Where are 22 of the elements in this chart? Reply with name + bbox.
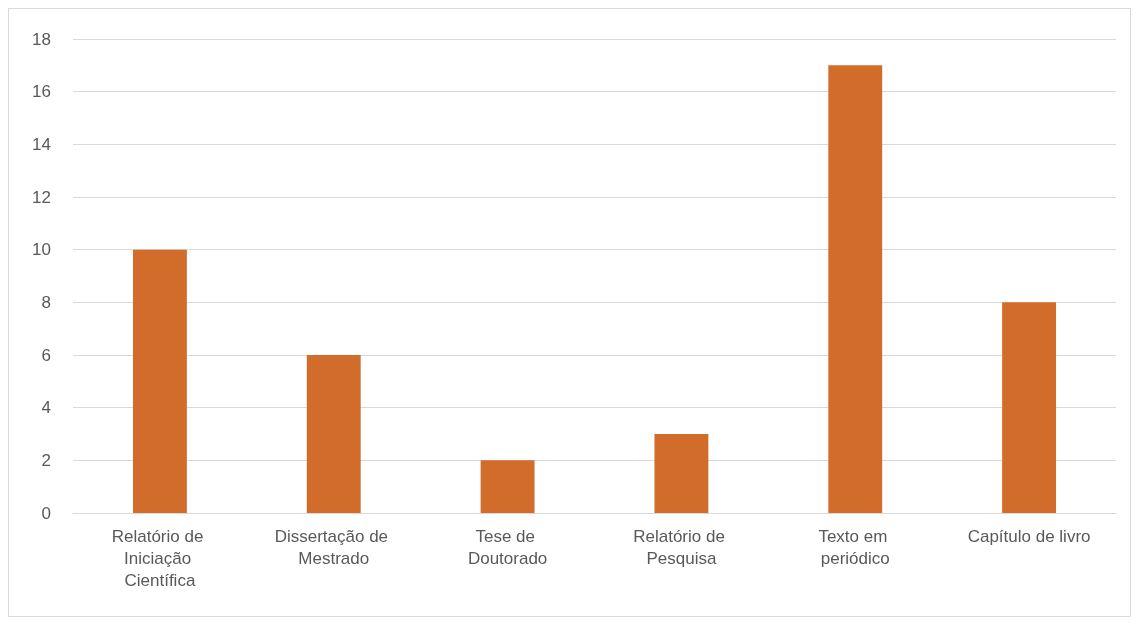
x-tick-label: Relatório de Iniciação Científica [111, 526, 209, 590]
bar [654, 434, 709, 513]
y-tick-label: 10 [32, 240, 51, 260]
x-tick-label: Dissertação de Mestrado [274, 526, 393, 568]
y-tick-label: 14 [32, 134, 51, 154]
bar [828, 65, 883, 513]
x-tick-label: Relatório de Pesquisa [633, 526, 730, 568]
bar [1002, 302, 1057, 513]
y-tick-label: 4 [41, 398, 51, 418]
y-tick-label: 2 [41, 450, 51, 470]
bar [306, 355, 361, 513]
y-tick-label: 6 [41, 345, 51, 365]
x-tick-label: Tese de Doutorado [467, 526, 548, 568]
y-tick-label: 8 [41, 292, 51, 312]
y-tick-label: 12 [32, 187, 51, 207]
bar [132, 249, 187, 513]
y-tick-label: 0 [41, 503, 51, 523]
x-tick-label: Capítulo de livro [967, 526, 1091, 546]
y-tick-label: 18 [32, 29, 51, 49]
y-tick-label: 16 [32, 82, 51, 102]
bar [480, 460, 535, 513]
x-tick-label: Texto em periódico [818, 526, 893, 568]
